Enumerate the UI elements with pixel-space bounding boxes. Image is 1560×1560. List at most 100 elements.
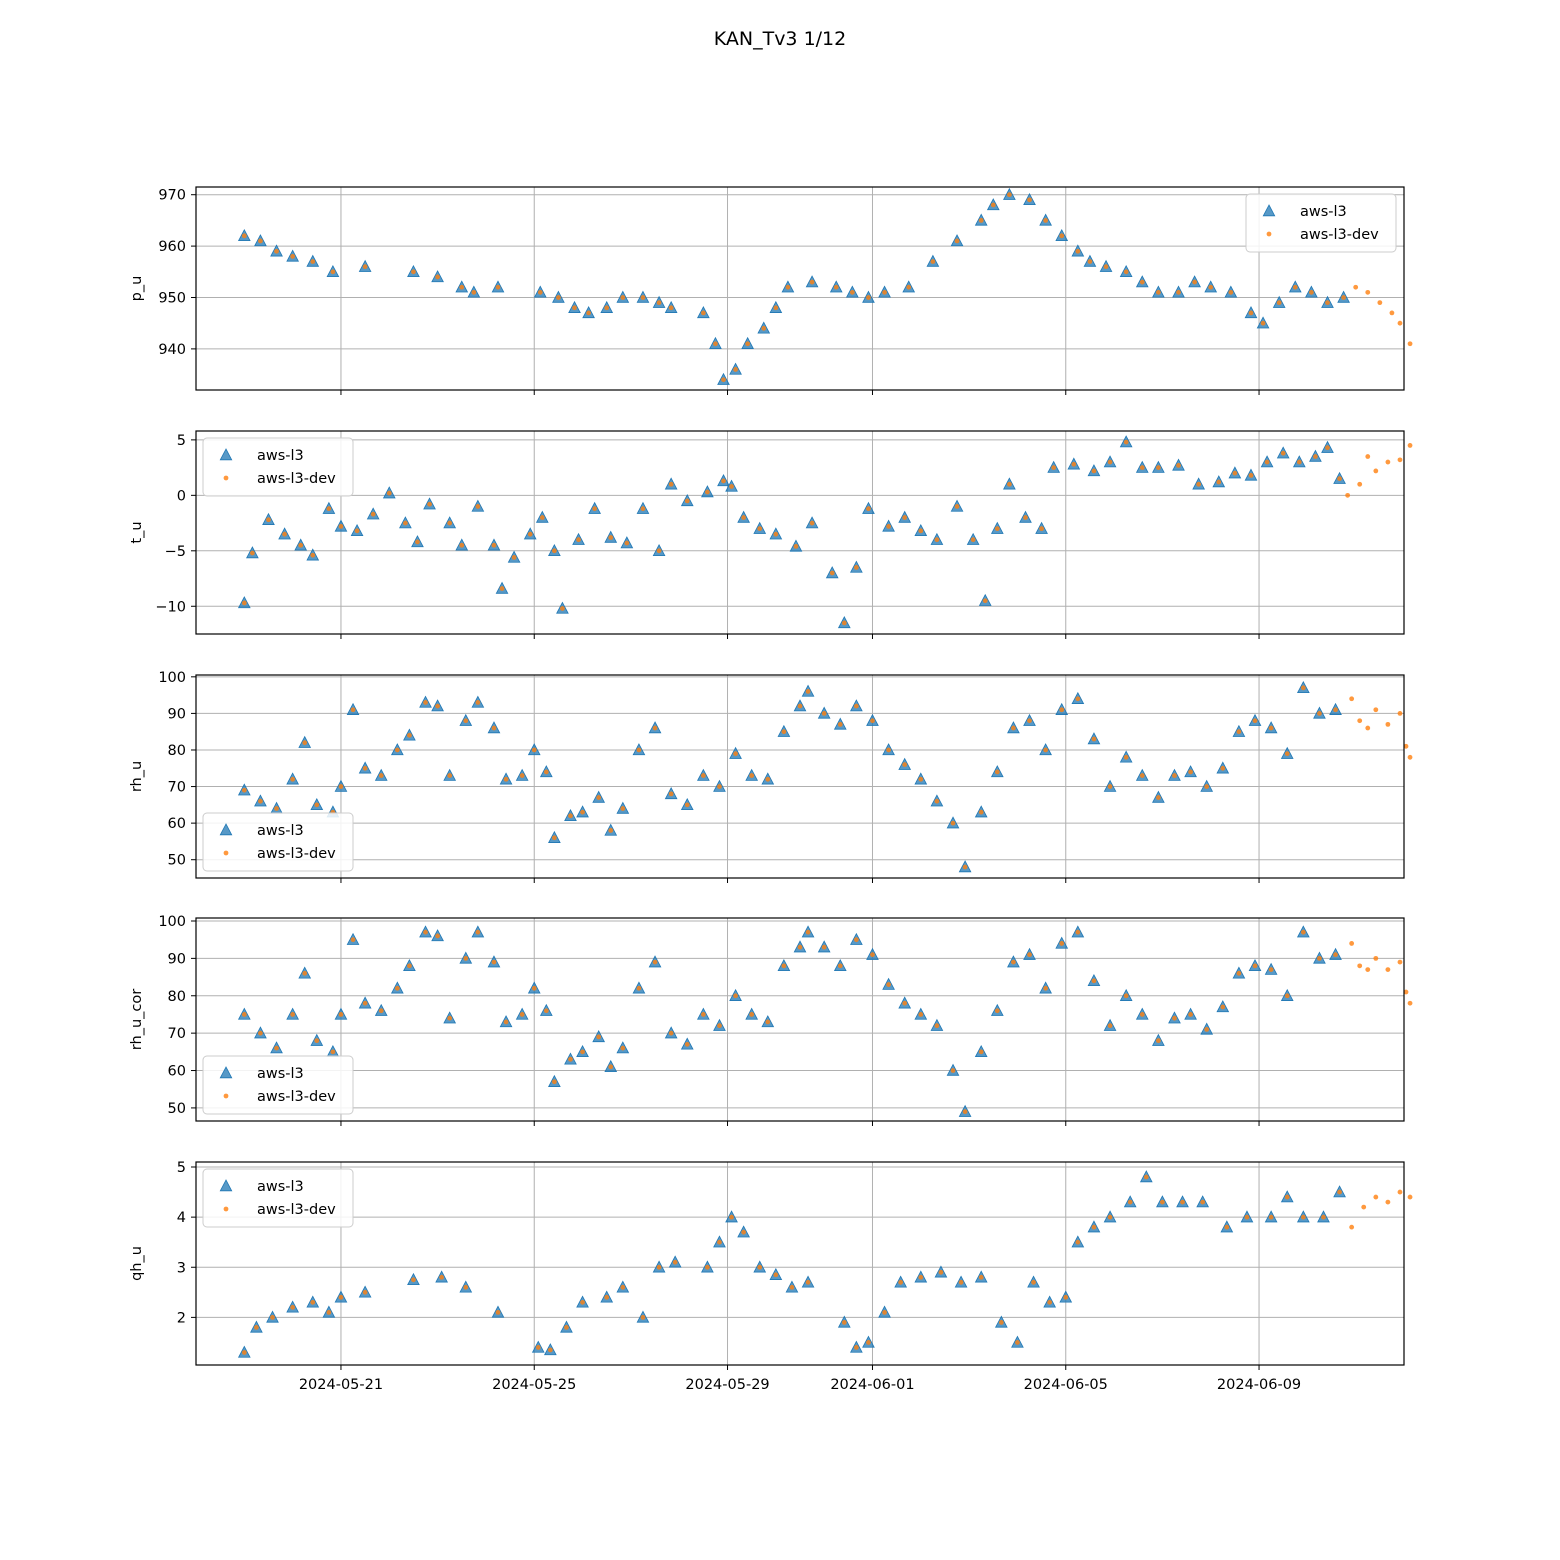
y-tick-label: 90: [168, 951, 186, 967]
y-tick-label: 100: [158, 670, 186, 686]
axes-frame: [195, 674, 1405, 879]
data-point-aws-l3-dev: [1139, 279, 1145, 285]
axes-frame: [195, 186, 1405, 391]
data-point-aws-l3-dev: [1043, 985, 1049, 991]
data-point-aws-l3-dev: [310, 1299, 316, 1305]
data-point-aws-l3-dev: [1180, 1199, 1185, 1205]
data-point-aws-l3-dev: [837, 963, 843, 969]
y-axis-label: rh_u: [129, 761, 145, 792]
data-point-aws-l3-dev: [1127, 1199, 1133, 1205]
data-point-aws-l3-dev: [1333, 952, 1338, 958]
data-point-aws-l3-dev: [556, 295, 561, 300]
data-point-aws-l3-dev: [882, 1309, 887, 1315]
data-point-aws-l3-dev: [362, 1289, 368, 1295]
y-tick-label: 5: [177, 1160, 186, 1176]
data-point-aws-l3-dev: [765, 776, 771, 782]
subplot-qh_u: 2024-05-21 2024-05-25 2024-05-29 2024-06-01…: [129, 1160, 1413, 1393]
data-point-aws-l3-dev: [1280, 450, 1286, 456]
series-aws-l3: [237, 1170, 1346, 1358]
y-tick-label: 4: [177, 1210, 186, 1226]
data-point-aws-l3-dev: [934, 798, 940, 804]
subplots: 940 950 960 970 p_u aws-l3 aws-l3-dev −10 −5 0 5 t_…: [129, 186, 1413, 1393]
legend-label: aws-l3-dev: [257, 1202, 336, 1218]
data-point-aws-l3-dev: [1357, 481, 1363, 487]
y-tick-label: 50: [168, 853, 186, 869]
data-point-aws-l3-dev: [809, 279, 815, 285]
data-point-aws-l3-dev: [475, 504, 481, 509]
data-point-aws-l3-dev: [1107, 1214, 1113, 1220]
data-point-aws-l3-dev: [1043, 218, 1049, 223]
data-point-aws-l3-dev: [362, 1000, 368, 1006]
legend-marker-aws-l3-dev: [223, 475, 229, 481]
data-point-aws-l3-dev: [1365, 967, 1371, 972]
data-point-aws-l3-dev: [475, 929, 481, 935]
data-point-aws-l3-dev: [684, 1041, 690, 1047]
data-point-aws-l3-dev: [761, 325, 767, 331]
data-point-aws-l3-dev: [298, 542, 304, 548]
data-point-aws-l3-dev: [241, 787, 247, 793]
series-aws-l3-dev: [1345, 443, 1413, 498]
data-point-aws-l3-dev: [394, 747, 400, 753]
data-point-aws-l3-dev: [1284, 993, 1290, 999]
data-point-aws-l3-dev: [1015, 1340, 1020, 1345]
data-point-aws-l3-dev: [717, 784, 722, 789]
data-point-aws-l3-dev: [741, 1229, 747, 1235]
data-point-aws-l3-dev: [326, 1309, 332, 1315]
data-point-aws-l3-dev: [797, 703, 803, 709]
data-point-aws-l3-dev: [362, 264, 368, 270]
data-point-aws-l3-dev: [1361, 1204, 1367, 1210]
data-point-aws-l3-dev: [1397, 320, 1403, 326]
data-point-aws-l3-dev: [1220, 1004, 1226, 1010]
legend-label: aws-l3: [257, 448, 304, 464]
legend-marker-aws-l3-dev: [223, 850, 229, 856]
data-point-aws-l3-dev: [338, 1012, 344, 1017]
legend-marker-aws-l3-dev: [223, 1206, 229, 1212]
data-point-aws-l3-dev: [435, 274, 440, 280]
y-axis-label: rh_u_cor: [129, 989, 145, 1050]
data-point-aws-l3-dev: [290, 776, 296, 782]
data-point-aws-l3-dev: [994, 769, 1000, 775]
data-point-aws-l3-dev: [459, 284, 465, 290]
data-point-aws-l3-dev: [568, 1056, 573, 1062]
data-point-aws-l3-dev: [1139, 773, 1145, 778]
series-aws-l3: [237, 435, 1346, 629]
legend-marker-aws-l3: [219, 448, 233, 461]
data-point-aws-l3-dev: [809, 520, 815, 526]
data-point-aws-l3-dev: [1385, 459, 1391, 465]
data-point-aws-l3-dev: [829, 570, 835, 576]
legend-label: aws-l3-dev: [257, 1089, 336, 1105]
data-point-aws-l3-dev: [853, 565, 859, 570]
data-point-aws-l3-dev: [1236, 729, 1242, 735]
data-point-aws-l3-dev: [1027, 197, 1032, 203]
data-point-aws-l3-dev: [551, 1079, 557, 1085]
data-point-aws-l3-dev: [866, 1340, 871, 1345]
y-tick-label: 3: [177, 1260, 186, 1276]
data-point-aws-l3-dev: [970, 537, 976, 543]
data-point-aws-l3-dev: [1248, 310, 1254, 316]
data-point-aws-l3-dev: [1047, 1299, 1053, 1305]
data-point-aws-l3-dev: [1123, 993, 1129, 999]
data-point-aws-l3-dev: [354, 528, 360, 534]
data-point-aws-l3-dev: [733, 751, 738, 757]
data-point-aws-l3-dev: [1139, 1012, 1145, 1017]
legend-label: aws-l3: [257, 1066, 304, 1082]
y-tick-label: 60: [168, 816, 186, 832]
data-point-aws-l3-dev: [668, 1030, 674, 1036]
data-point-aws-l3-dev: [258, 238, 263, 244]
legend-label: aws-l3: [257, 1179, 304, 1195]
x-tick-label: 2024-06-09: [1217, 1377, 1301, 1393]
data-point-aws-l3-dev: [902, 762, 908, 768]
data-point-aws-l3-dev: [1264, 459, 1270, 465]
data-point-aws-l3-dev: [1292, 284, 1298, 290]
data-point-aws-l3-dev: [503, 776, 509, 782]
data-point-aws-l3-dev: [503, 1019, 509, 1025]
data-point-aws-l3-dev: [1143, 1174, 1149, 1180]
data-point-aws-l3-dev: [491, 542, 497, 548]
data-point-aws-l3-dev: [978, 1049, 984, 1055]
legend: aws-l3 aws-l3-dev: [202, 812, 354, 872]
data-point-aws-l3-dev: [982, 598, 988, 604]
data-point-aws-l3-dev: [704, 1264, 710, 1270]
data-point-aws-l3-dev: [1200, 1199, 1206, 1205]
data-point-aws-l3-dev: [1260, 320, 1266, 326]
data-point-aws-l3-dev: [978, 1274, 984, 1280]
